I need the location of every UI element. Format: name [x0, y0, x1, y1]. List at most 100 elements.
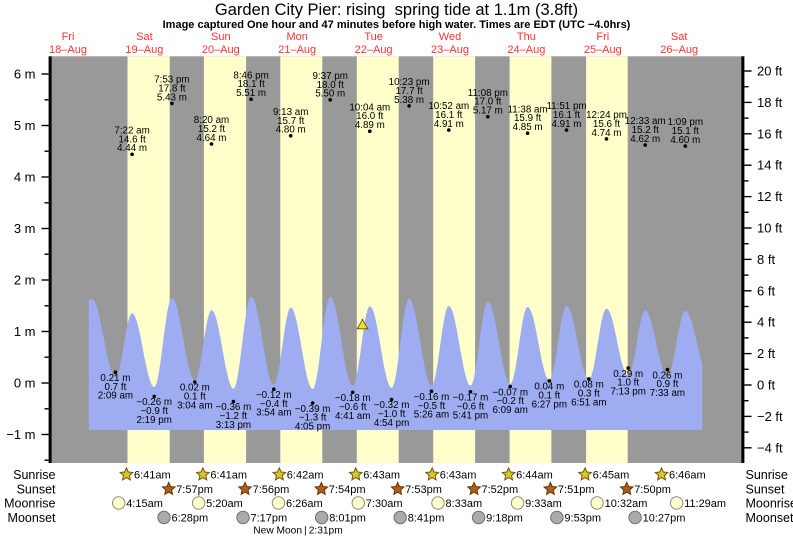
svg-text:17.8 ft: 17.8 ft: [158, 83, 186, 94]
svg-text:6:46am: 6:46am: [669, 470, 706, 482]
svg-text:7:51pm: 7:51pm: [558, 484, 595, 496]
svg-text:5.43 m: 5.43 m: [157, 92, 187, 103]
svg-text:4 ft: 4 ft: [757, 315, 775, 330]
svg-text:Sunrise: Sunrise: [13, 468, 55, 482]
svg-text:3:13 pm: 3:13 pm: [216, 420, 251, 431]
svg-text:8:33am: 8:33am: [446, 498, 483, 510]
svg-text:1.0 ft: 1.0 ft: [617, 378, 639, 389]
svg-text:Moonrise: Moonrise: [746, 497, 793, 511]
svg-text:4.91 m: 4.91 m: [552, 119, 582, 130]
svg-text:7:13 pm: 7:13 pm: [610, 387, 645, 398]
svg-text:Moonset: Moonset: [746, 511, 793, 525]
svg-text:6:42am: 6:42am: [287, 470, 324, 482]
svg-text:3:04 am: 3:04 am: [177, 401, 212, 412]
svg-text:−1 m: −1 m: [6, 427, 35, 442]
svg-text:0.29 m: 0.29 m: [613, 369, 643, 380]
svg-text:9:13 am: 9:13 am: [273, 107, 308, 118]
svg-text:7:22 am: 7:22 am: [114, 125, 149, 136]
svg-text:6:41am: 6:41am: [134, 470, 171, 482]
svg-text:9:37 pm: 9:37 pm: [312, 71, 347, 82]
svg-text:7:53 pm: 7:53 pm: [154, 75, 189, 86]
svg-text:−0.26 m: −0.26 m: [136, 397, 172, 408]
svg-text:0.1 ft: 0.1 ft: [538, 391, 560, 402]
svg-text:11:08 pm: 11:08 pm: [468, 88, 508, 99]
svg-text:10 ft: 10 ft: [757, 221, 783, 236]
svg-text:6:27 pm: 6:27 pm: [532, 399, 567, 410]
svg-text:8:41pm: 8:41pm: [408, 513, 445, 525]
svg-text:4.85 m: 4.85 m: [513, 122, 543, 133]
svg-text:5:20am: 5:20am: [206, 498, 243, 510]
svg-text:−0.07 m: −0.07 m: [492, 387, 528, 398]
svg-text:8:01pm: 8:01pm: [329, 513, 366, 525]
svg-text:18.0 ft: 18.0 ft: [317, 80, 345, 91]
svg-text:4.91 m: 4.91 m: [434, 119, 464, 130]
svg-text:2 m: 2 m: [14, 273, 36, 288]
svg-text:6:44am: 6:44am: [516, 470, 553, 482]
svg-text:14 ft: 14 ft: [757, 158, 783, 173]
svg-text:6:26am: 6:26am: [286, 498, 323, 510]
svg-text:11:51 pm: 11:51 pm: [546, 101, 586, 112]
svg-text:5.38 m: 5.38 m: [394, 95, 424, 106]
svg-text:15.7 ft: 15.7 ft: [277, 116, 305, 127]
svg-text:−0.4 ft: −0.4 ft: [260, 399, 288, 410]
svg-text:7:17pm: 7:17pm: [251, 513, 288, 525]
svg-text:4.44 m: 4.44 m: [117, 143, 147, 154]
svg-text:2 ft: 2 ft: [757, 346, 775, 361]
svg-text:12:24 pm: 12:24 pm: [586, 110, 627, 121]
svg-text:−0.39 m: −0.39 m: [295, 404, 331, 415]
svg-text:17.0 ft: 17.0 ft: [474, 97, 502, 108]
svg-text:0 m: 0 m: [14, 376, 36, 391]
svg-text:4.80 m: 4.80 m: [276, 125, 306, 136]
svg-text:−1.2 ft: −1.2 ft: [220, 411, 248, 422]
svg-text:5.51 m: 5.51 m: [236, 88, 266, 99]
svg-text:4.62 m: 4.62 m: [630, 134, 660, 145]
svg-text:−0.36 m: −0.36 m: [216, 402, 252, 413]
svg-text:10:52 am: 10:52 am: [428, 101, 469, 112]
svg-text:6:43am: 6:43am: [363, 470, 400, 482]
svg-text:10:23 pm: 10:23 pm: [389, 77, 430, 88]
svg-text:6:51 am: 6:51 am: [571, 397, 606, 408]
svg-text:5:26 am: 5:26 am: [414, 410, 449, 421]
svg-text:−0.9 ft: −0.9 ft: [140, 406, 168, 417]
svg-text:1 m: 1 m: [14, 324, 36, 339]
svg-text:6 m: 6 m: [14, 67, 36, 82]
svg-text:−0.17 m: −0.17 m: [453, 393, 489, 404]
svg-text:0.7 ft: 0.7 ft: [105, 382, 127, 393]
svg-text:−1.0 ft: −1.0 ft: [378, 409, 406, 420]
svg-text:10:27pm: 10:27pm: [643, 513, 686, 525]
svg-text:1:09 pm: 1:09 pm: [668, 117, 703, 128]
svg-text:New Moon | 2:31pm: New Moon | 2:31pm: [253, 526, 342, 537]
svg-text:9:53pm: 9:53pm: [564, 513, 601, 525]
svg-text:4.89 m: 4.89 m: [355, 120, 385, 131]
svg-text:16 ft: 16 ft: [757, 126, 783, 141]
svg-text:3 m: 3 m: [14, 221, 36, 236]
svg-text:5.17 m: 5.17 m: [473, 106, 503, 117]
svg-text:6:41am: 6:41am: [210, 470, 247, 482]
svg-text:6:28pm: 6:28pm: [172, 513, 209, 525]
svg-text:5.50 m: 5.50 m: [315, 89, 345, 100]
svg-text:8:20 am: 8:20 am: [194, 115, 229, 126]
svg-text:4:15am: 4:15am: [126, 498, 163, 510]
svg-text:7:33 am: 7:33 am: [650, 388, 685, 399]
svg-text:0.02 m: 0.02 m: [180, 383, 210, 394]
svg-text:7:30am: 7:30am: [366, 498, 403, 510]
svg-text:7:54pm: 7:54pm: [329, 484, 366, 496]
svg-text:2:19 pm: 2:19 pm: [136, 415, 171, 426]
svg-text:16.0 ft: 16.0 ft: [356, 111, 384, 122]
svg-text:9:18pm: 9:18pm: [486, 513, 523, 525]
svg-text:6 ft: 6 ft: [757, 283, 775, 298]
svg-text:6:43am: 6:43am: [440, 470, 477, 482]
svg-text:8 ft: 8 ft: [757, 252, 775, 267]
svg-text:3:54 am: 3:54 am: [256, 408, 291, 419]
svg-text:2:09 am: 2:09 am: [98, 391, 133, 402]
svg-text:5:41 pm: 5:41 pm: [453, 410, 488, 421]
svg-text:4.64 m: 4.64 m: [197, 133, 227, 144]
svg-text:12 ft: 12 ft: [757, 189, 783, 204]
svg-text:15.2 ft: 15.2 ft: [198, 124, 226, 135]
svg-text:9:33am: 9:33am: [525, 498, 562, 510]
svg-text:−4 ft: −4 ft: [757, 440, 783, 455]
svg-text:−0.18 m: −0.18 m: [335, 393, 371, 404]
svg-text:14.6 ft: 14.6 ft: [118, 134, 146, 145]
svg-text:15.6 ft: 15.6 ft: [593, 119, 621, 130]
svg-text:10:32am: 10:32am: [605, 498, 648, 510]
